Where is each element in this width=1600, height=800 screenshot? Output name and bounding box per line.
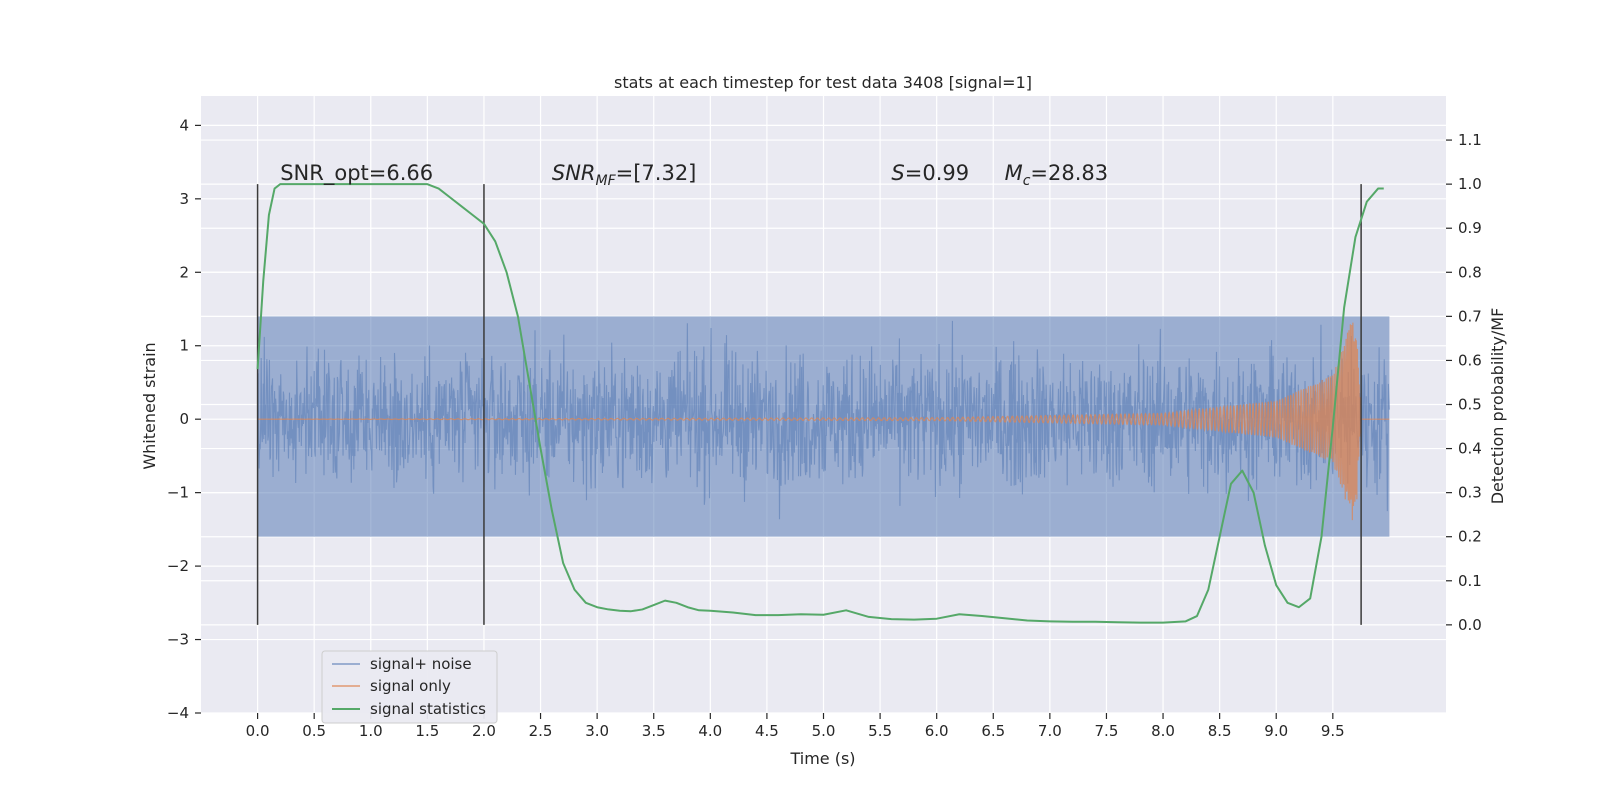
x-tick-label: 8.5 <box>1208 722 1232 740</box>
legend-box <box>321 650 498 724</box>
x-tick-label: 7.5 <box>1095 722 1119 740</box>
y-axis-label: Whitened strain <box>140 342 159 469</box>
y-right-tick-label: 0.1 <box>1458 572 1482 590</box>
y-tick-label: 2 <box>179 263 189 281</box>
chart-title: stats at each timestep for test data 340… <box>614 73 1032 92</box>
y-tick-label: −2 <box>167 557 189 575</box>
annotation-2: S=0.99 <box>891 161 969 185</box>
annotation-0: SNR_opt=6.66 <box>280 161 433 186</box>
y-tick-label: −3 <box>167 631 189 649</box>
y-tick-label: −1 <box>167 484 189 502</box>
signal-only-line <box>257 322 1390 521</box>
x-tick-label: 4.5 <box>755 722 779 740</box>
y-tick-label: 1 <box>179 337 189 355</box>
y-right-tick-label: 0.6 <box>1458 351 1482 369</box>
x-tick-label: 1.5 <box>415 722 439 740</box>
y-right-ticks: 0.0 0.1 0.2 0.3 0.4 0.5 0.6 0.7 0.8 0.9 1.0 1.1 <box>1446 131 1482 634</box>
y-ticks: −4 −3 −2 −1 0 1 2 3 4 <box>167 116 201 722</box>
x-tick-label: 2.0 <box>472 722 496 740</box>
series-signal-only <box>257 322 1390 521</box>
y-right-tick-label: 0.9 <box>1458 219 1482 237</box>
y-right-tick-label: 0.0 <box>1458 616 1482 634</box>
y-right-tick-label: 1.0 <box>1458 175 1482 193</box>
annotations: SNR_opt=6.66 SNRMF=[7.32] S=0.99 Mc=28.83 <box>280 161 1108 189</box>
x-tick-label: 8.0 <box>1151 722 1175 740</box>
x-tick-label: 7.0 <box>1038 722 1062 740</box>
y-right-tick-label: 0.8 <box>1458 263 1482 281</box>
legend-label-signal-statistics: signal statistics <box>370 700 486 718</box>
y-tick-label: 0 <box>179 410 189 428</box>
x-tick-label: 6.0 <box>925 722 949 740</box>
noise-line <box>257 320 1390 520</box>
y-right-tick-label: 0.5 <box>1458 396 1482 414</box>
y-right-axis-label: Detection probability/MF <box>1488 308 1507 505</box>
x-tick-label: 1.0 <box>359 722 383 740</box>
y-tick-label: −4 <box>167 704 189 722</box>
series-signal-statistics <box>256 183 1384 624</box>
x-tick-label: 6.5 <box>981 722 1005 740</box>
x-tick-label: 9.0 <box>1264 722 1288 740</box>
y-right-tick-label: 0.2 <box>1458 528 1482 546</box>
y-tick-label: 3 <box>179 190 189 208</box>
x-ticks: 0.0 0.5 1.0 1.5 2.0 2.5 3.0 3.5 4.0 4.5 5.0 5.5 6.0 6… <box>246 713 1345 740</box>
y-right-tick-label: 0.7 <box>1458 307 1482 325</box>
x-tick-label: 9.5 <box>1321 722 1345 740</box>
vertical-markers <box>256 184 1362 625</box>
signal-statistics-line <box>256 183 1384 624</box>
x-tick-label: 3.5 <box>642 722 666 740</box>
x-axis-label: Time (s) <box>789 749 855 768</box>
x-tick-label: 5.0 <box>812 722 836 740</box>
legend-label-signal-only: signal only <box>370 677 451 695</box>
x-tick-label: 4.0 <box>698 722 722 740</box>
annotation-1: SNRMF=[7.32] <box>552 161 697 189</box>
x-tick-label: 0.5 <box>302 722 326 740</box>
legend-label-signal-plus-noise: signal+ noise <box>370 655 472 673</box>
legend: signal+ noise signal only signal statist… <box>321 650 498 724</box>
y-right-tick-label: 0.4 <box>1458 440 1482 458</box>
y-tick-label: 4 <box>179 116 189 134</box>
x-tick-label: 3.0 <box>585 722 609 740</box>
x-tick-label: 0.0 <box>246 722 270 740</box>
y-right-tick-label: 1.1 <box>1458 131 1482 149</box>
annotation-3: Mc=28.83 <box>1005 161 1109 189</box>
x-tick-label: 2.5 <box>529 722 553 740</box>
x-tick-label: 5.5 <box>868 722 892 740</box>
y-right-tick-label: 0.3 <box>1458 484 1482 502</box>
